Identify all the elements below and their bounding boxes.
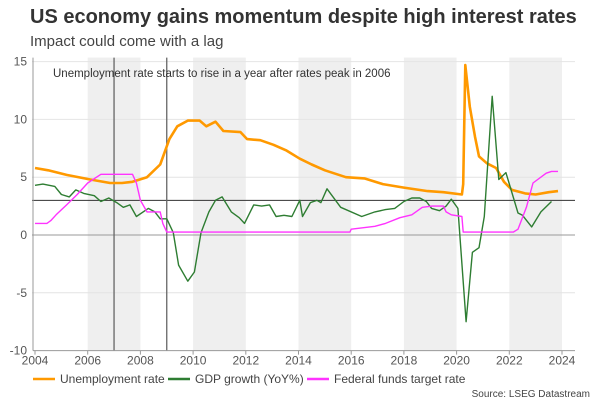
series-line-3 — [35, 170, 558, 233]
legend-label: GDP growth (YoY%) — [195, 372, 304, 386]
annotation: Unemployment rate starts to rise in a ye… — [53, 68, 391, 80]
x-tick-label: 2018 — [391, 354, 418, 368]
source-note: Source: LSEG Datastream — [472, 389, 590, 400]
series-line-1 — [34, 63, 559, 196]
shaded-period — [509, 57, 562, 351]
legend-label: Unemployment rate — [60, 372, 165, 386]
y-tick-label: 10 — [14, 112, 28, 126]
x-tick-label: 2014 — [285, 354, 312, 368]
x-tick-label: 2004 — [22, 354, 49, 368]
x-tick-label: 2024 — [549, 354, 576, 368]
x-tick-label: 2008 — [127, 354, 154, 368]
x-tick-label: 2020 — [443, 354, 470, 368]
shaded-period — [298, 57, 352, 351]
x-tick-label: 2012 — [232, 354, 259, 368]
x-tick-label: 2022 — [496, 354, 523, 368]
shaded-period — [403, 57, 457, 351]
x-tick-label: 2006 — [74, 354, 101, 368]
y-tick-label: 15 — [14, 55, 28, 69]
legend-label: Federal funds target rate — [334, 372, 466, 386]
y-tick-label: 0 — [20, 228, 27, 242]
x-tick-label: 2016 — [338, 354, 365, 368]
series-line-2 — [34, 95, 552, 323]
x-tick-label: 2010 — [180, 354, 207, 368]
y-tick-label: -10 — [10, 344, 28, 358]
shaded-period — [193, 57, 246, 351]
chart-title: US economy gains momentum despite high i… — [30, 6, 577, 28]
chart-subtitle: Impact could come with a lag — [30, 33, 223, 50]
y-tick-label: -5 — [16, 286, 27, 300]
y-tick-label: 5 — [20, 170, 27, 184]
